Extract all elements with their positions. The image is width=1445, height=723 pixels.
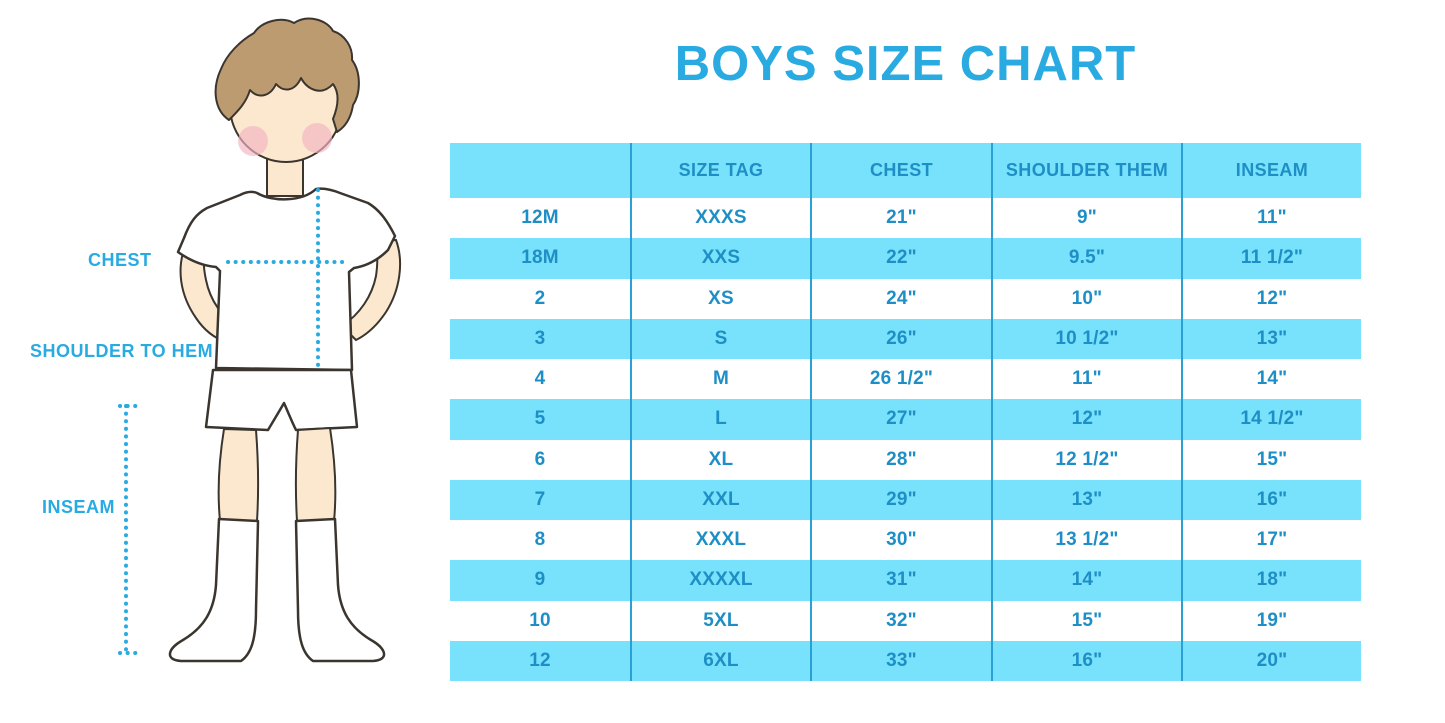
table-cell: 9.5" xyxy=(993,238,1183,279)
table-cell: 32" xyxy=(812,600,993,641)
table-header-row: SIZE TAG CHEST SHOULDER THEM INSEAM xyxy=(450,143,1361,198)
table-cell: 18M xyxy=(450,238,632,279)
table-cell: 26 1/2" xyxy=(812,359,993,400)
table-cell: XXXXL xyxy=(632,560,812,601)
table-cell: 13" xyxy=(1256,327,1288,349)
table-cell: 11" xyxy=(993,359,1183,400)
table-cell: M xyxy=(632,359,812,400)
table-cell: 12M xyxy=(450,198,632,239)
left-leg xyxy=(217,427,260,522)
table-cell: 11 1/2" xyxy=(1240,247,1304,269)
table-cell: 21" xyxy=(812,198,993,239)
table-row: 12 6XL 33" 16" 20" xyxy=(450,640,1361,681)
table-cell: 11" xyxy=(1257,207,1287,229)
table-cell: 28" xyxy=(812,439,993,480)
blush-right xyxy=(302,123,332,153)
table-cell: 15" xyxy=(993,600,1183,641)
table-row: 10 5XL 32" 15" 19" xyxy=(450,600,1361,641)
table-cell: 14 1/2" xyxy=(1240,408,1304,430)
table-cell: 14" xyxy=(993,560,1183,601)
table-cell: XXS xyxy=(632,238,812,279)
table-cell: 13" xyxy=(993,479,1183,520)
table-cell: 33" xyxy=(812,640,993,681)
table-cell: 5XL xyxy=(632,600,812,641)
header-cell xyxy=(450,143,632,198)
header-cell: SHOULDER THEM xyxy=(993,143,1183,198)
chest-label: CHEST xyxy=(88,250,152,270)
page-title: BOYS SIZE CHART xyxy=(674,37,1137,91)
right-leg xyxy=(294,426,337,522)
table-row: 18M XXS 22" 9.5" 11 1/2" xyxy=(450,238,1361,279)
table-cell: 27" xyxy=(812,399,993,440)
table-cell: 6 xyxy=(450,439,632,480)
inseam-label: INSEAM xyxy=(42,497,116,517)
header-cell: CHEST xyxy=(812,143,993,198)
header-cell: INSEAM xyxy=(1235,160,1309,180)
table-cell: 20" xyxy=(1256,649,1288,671)
table-cell: 3 xyxy=(450,318,632,359)
table-cell: XS xyxy=(632,278,812,319)
table-cell: 17" xyxy=(1256,529,1288,551)
table-cell: 5 xyxy=(450,399,632,440)
table-cell: 30" xyxy=(812,520,993,561)
table-cell: 31" xyxy=(812,560,993,601)
table-cell: XXL xyxy=(632,479,812,520)
blush-left xyxy=(238,126,268,156)
table-cell: XXXS xyxy=(632,198,812,239)
table-cell: 29" xyxy=(812,479,993,520)
table-cell: 26" xyxy=(812,318,993,359)
table-cell: 12" xyxy=(1256,287,1288,309)
table-row: 8 XXXL 30" 13 1/2" 17" xyxy=(450,520,1361,561)
table-cell: 2 xyxy=(450,278,632,319)
table-cell: 10 xyxy=(450,600,632,641)
table-cell: XXXL xyxy=(632,520,812,561)
table-row: 12M XXXS 21" 9" 11" xyxy=(450,198,1361,239)
right-sock xyxy=(294,517,386,663)
table-cell: L xyxy=(632,399,812,440)
hair xyxy=(214,17,360,133)
table-cell: 13 1/2" xyxy=(993,520,1183,561)
table-cell: 22" xyxy=(812,238,993,279)
table-cell: XL xyxy=(632,439,812,480)
table-cell: 9" xyxy=(993,198,1183,239)
table-row: 2 XS 24" 10" 12" xyxy=(450,278,1361,319)
table-cell: 7 xyxy=(450,479,632,520)
boy-illustration xyxy=(118,17,402,663)
table-row: 5 L 27" 12" 14 1/2" xyxy=(450,399,1361,440)
table-row: 6 XL 28" 12 1/2" 15" xyxy=(450,439,1361,480)
table-cell: 10 1/2" xyxy=(993,318,1183,359)
table-cell: 16" xyxy=(993,640,1183,681)
table-cell: 12 xyxy=(450,640,632,681)
table-row: 9 XXXXL 31" 14" 18" xyxy=(450,560,1361,601)
table-cell: 19" xyxy=(1256,609,1288,631)
table-row: 7 XXL 29" 13" 16" xyxy=(450,479,1361,520)
table-cell: 6XL xyxy=(632,640,812,681)
table-cell: 12 1/2" xyxy=(993,439,1183,480)
table-row: 3 S 26" 10 1/2" 13" xyxy=(450,318,1361,359)
table-cell: 10" xyxy=(993,278,1183,319)
size-table: SIZE TAG CHEST SHOULDER THEM INSEAM 12M XXXS… xyxy=(450,143,1361,681)
table-cell: 8 xyxy=(450,520,632,561)
table-cell: 9 xyxy=(450,560,632,601)
table-cell: 18" xyxy=(1256,569,1288,591)
table-cell: 24" xyxy=(812,278,993,319)
table-cell: 4 xyxy=(450,359,632,400)
left-sock xyxy=(168,517,260,663)
table-row: 4 M 26 1/2" 11" 14" xyxy=(450,359,1361,400)
table-cell: 12" xyxy=(993,399,1183,440)
table-cell: 14" xyxy=(1256,368,1288,390)
table-cell: 15" xyxy=(1256,448,1288,470)
shorts xyxy=(204,368,359,432)
table-cell: 16" xyxy=(1256,488,1288,510)
shoulder-to-hem-label: SHOULDER TO HEM xyxy=(30,341,214,361)
header-cell: SIZE TAG xyxy=(632,143,812,198)
table-cell: S xyxy=(632,318,812,359)
